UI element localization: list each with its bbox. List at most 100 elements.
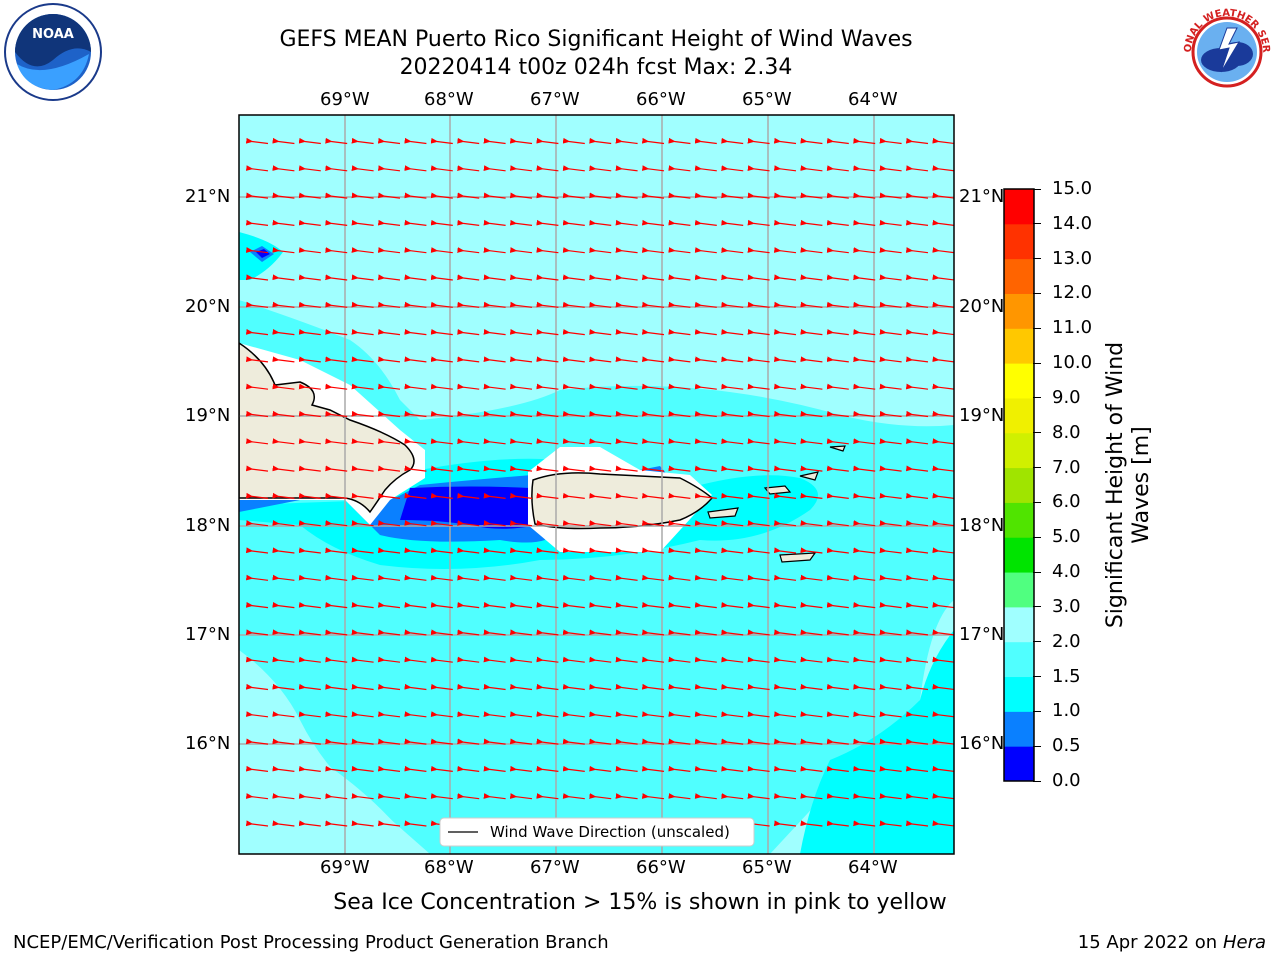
wave-direction-arrow	[457, 793, 480, 800]
wave-direction-arrow	[721, 820, 744, 827]
wave-direction-arrow	[747, 602, 770, 609]
wave-direction-arrow	[536, 656, 559, 663]
wave-direction-arrow	[272, 219, 295, 226]
colorbar-tick	[1033, 745, 1041, 747]
wave-direction-arrow	[298, 329, 321, 336]
legend-label: Wind Wave Direction (unscaled)	[490, 823, 730, 841]
wave-direction-arrow	[668, 247, 691, 254]
wave-direction-arrow	[879, 301, 902, 308]
map-frame	[238, 114, 955, 855]
wave-direction-arrow	[536, 301, 559, 308]
wave-direction-arrow	[932, 602, 954, 609]
wave-direction-arrow	[298, 165, 321, 172]
wave-direction-arrow	[615, 137, 638, 145]
wave-direction-arrow	[377, 465, 401, 472]
wave-direction-arrow	[536, 683, 559, 691]
wave-direction-arrow	[905, 465, 929, 472]
wave-direction-arrow	[430, 356, 453, 363]
wave-direction-arrow	[589, 165, 612, 172]
wave-direction-arrow	[589, 301, 612, 308]
colorbar-segment	[1004, 189, 1034, 225]
colorbar	[1003, 188, 1035, 782]
lon-label-bottom-68w: 68°W	[424, 857, 474, 878]
wave-direction-arrow	[272, 247, 295, 254]
wave-direction-arrow	[272, 165, 295, 172]
wave-direction-arrow	[298, 192, 321, 199]
wave-direction-arrow	[483, 465, 506, 472]
wave-direction-arrow	[747, 219, 770, 226]
wave-direction-arrow	[536, 410, 559, 418]
wave-direction-arrow	[483, 329, 506, 336]
wave-direction-arrow	[773, 765, 797, 772]
wave-direction-arrow	[853, 602, 876, 609]
wave-direction-arrow	[747, 738, 770, 745]
wave-0-5-1m-e	[640, 466, 670, 480]
wave-direction-arrow	[351, 356, 374, 363]
wave-direction-arrow	[272, 329, 295, 336]
wave-direction-arrow	[325, 765, 348, 772]
wave-direction-arrow	[800, 383, 823, 390]
wave-direction-arrow	[641, 301, 665, 308]
wave-direction-arrow	[773, 329, 797, 336]
wave-direction-arrow	[747, 301, 770, 308]
wave-direction-arrow	[404, 656, 427, 663]
lat-label-left-20n: 20°N	[185, 296, 231, 317]
wave-direction-arrow	[932, 165, 954, 172]
wave-direction-arrow	[509, 738, 533, 745]
wave-direction-arrow	[430, 711, 453, 718]
wave-direction-arrow	[483, 192, 506, 199]
wave-direction-arrow	[509, 247, 533, 254]
wave-direction-arrow	[430, 438, 453, 445]
wave-direction-arrow	[747, 492, 770, 499]
wave-direction-arrow	[351, 301, 374, 308]
wave-direction-arrow	[377, 410, 401, 418]
wave-direction-arrow	[562, 247, 585, 254]
colorbar-tick	[1033, 780, 1041, 782]
wave-direction-arrow	[932, 356, 954, 363]
wave-direction-arrow	[562, 683, 585, 691]
wave-direction-arrow	[325, 383, 348, 390]
wave-direction-arrow	[721, 465, 744, 472]
wave-direction-arrow	[879, 602, 902, 609]
wave-direction-arrow	[377, 683, 401, 691]
colorbar-tick	[1033, 258, 1041, 260]
wave-direction-arrow	[404, 165, 427, 172]
wave-direction-arrow	[721, 301, 744, 308]
wave-direction-arrow	[826, 247, 849, 254]
wave-direction-arrow	[641, 356, 665, 363]
wave-direction-arrow	[483, 574, 506, 581]
colorbar-tick-label: 13.0	[1052, 247, 1093, 269]
wave-direction-arrow	[298, 465, 321, 472]
wave-direction-arrow	[853, 274, 876, 281]
wave-direction-arrow	[404, 711, 427, 718]
wave-direction-arrow	[272, 274, 295, 281]
wave-direction-arrow	[272, 520, 295, 527]
wave-direction-arrow	[879, 656, 902, 663]
wave-direction-arrow	[351, 410, 374, 418]
wave-direction-arrow	[457, 711, 480, 718]
wave-direction-arrow	[747, 765, 770, 772]
wave-direction-arrow	[694, 438, 717, 445]
wave-direction-arrow	[404, 602, 427, 609]
colorbar-tick-label: 15.0	[1052, 178, 1093, 199]
wave-direction-arrow	[694, 356, 717, 363]
wave-direction-arrow	[826, 820, 849, 827]
wave-direction-arrow	[589, 574, 612, 581]
wave-direction-arrow	[932, 301, 954, 308]
wave-direction-arrow	[377, 602, 401, 609]
wave-direction-arrow	[298, 820, 321, 827]
lon-label-bottom-69w: 69°W	[320, 857, 370, 878]
wave-direction-arrow	[351, 438, 374, 445]
wave-direction-arrow	[562, 219, 585, 226]
wave-direction-arrow	[932, 137, 954, 145]
wave-direction-arrow	[298, 301, 321, 308]
wave-direction-arrow	[509, 520, 533, 527]
wave-direction-arrow	[905, 137, 929, 145]
wave-direction-arrow	[325, 711, 348, 718]
wave-direction-arrow	[932, 274, 954, 281]
colorbar-segment	[1004, 711, 1034, 747]
wave-direction-arrow	[879, 329, 902, 336]
wave-direction-arrow	[668, 629, 691, 636]
wave-direction-arrow	[351, 520, 374, 527]
